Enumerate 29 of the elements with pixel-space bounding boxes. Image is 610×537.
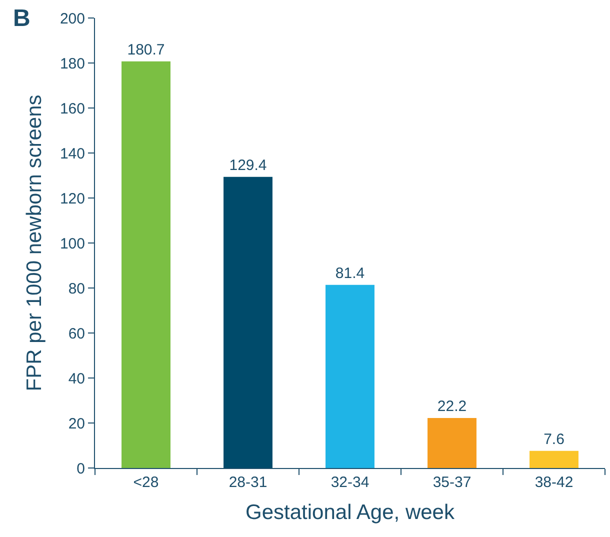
bar xyxy=(530,450,578,468)
y-tick-label: 100 xyxy=(60,235,85,252)
x-tick-label: 32-34 xyxy=(330,474,370,491)
y-tick-label: 180 xyxy=(60,55,85,72)
data-label: 180.7 xyxy=(127,41,165,58)
data-label: 81.4 xyxy=(335,264,365,282)
x-tick-label: 28-31 xyxy=(228,474,268,491)
data-label: 7.6 xyxy=(544,430,564,448)
data-label: 22.2 xyxy=(437,398,467,416)
bar xyxy=(428,418,476,468)
y-tick-label: 80 xyxy=(68,280,85,298)
bar xyxy=(326,284,374,468)
x-tick-label: 38-42 xyxy=(534,474,574,491)
y-tick-label: 140 xyxy=(60,145,85,162)
bar xyxy=(224,176,272,468)
text: B xyxy=(13,5,30,32)
x-axis-title: Gestational Age, week xyxy=(246,501,455,524)
y-tick-label: 200 xyxy=(60,10,85,28)
data-label: 129.4 xyxy=(229,156,267,174)
y-tick-label: 40 xyxy=(68,370,85,388)
x-tick-label: 35-37 xyxy=(432,474,472,491)
y-tick-label: 120 xyxy=(60,190,85,208)
bar xyxy=(122,61,170,468)
x-tick-label: <28 xyxy=(133,474,159,491)
y-tick-label: 60 xyxy=(68,325,85,342)
y-tick-label: 0 xyxy=(76,460,85,478)
y-tick-label: 20 xyxy=(68,415,85,432)
y-axis-title: FPR per 1000 newborn screens xyxy=(23,94,46,392)
y-tick-label: 160 xyxy=(60,100,85,118)
